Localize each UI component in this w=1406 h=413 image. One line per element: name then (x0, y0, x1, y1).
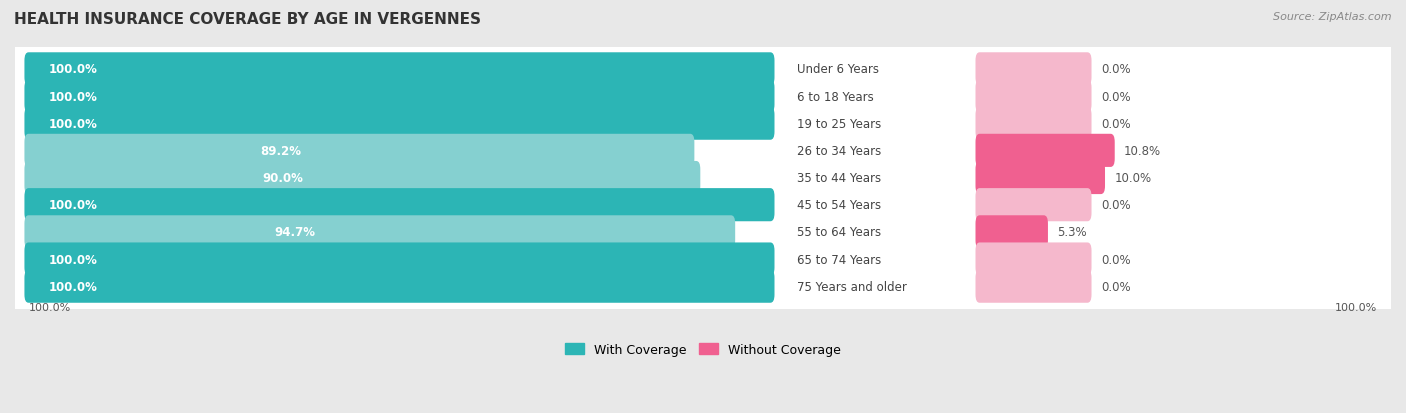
Text: 75 Years and older: 75 Years and older (797, 280, 907, 293)
Text: 0.0%: 0.0% (1101, 90, 1130, 103)
Text: 94.7%: 94.7% (274, 226, 315, 239)
FancyBboxPatch shape (11, 151, 1395, 205)
FancyBboxPatch shape (24, 216, 735, 249)
FancyBboxPatch shape (11, 69, 1395, 123)
FancyBboxPatch shape (11, 233, 1395, 286)
FancyBboxPatch shape (976, 80, 1091, 113)
Text: 55 to 64 Years: 55 to 64 Years (797, 226, 882, 239)
Text: 10.0%: 10.0% (1115, 172, 1152, 185)
FancyBboxPatch shape (11, 70, 1395, 123)
FancyBboxPatch shape (11, 123, 1395, 177)
Text: 100.0%: 100.0% (49, 90, 97, 103)
Text: 45 to 54 Years: 45 to 54 Years (797, 199, 882, 212)
FancyBboxPatch shape (24, 53, 775, 86)
Text: 89.2%: 89.2% (260, 145, 301, 157)
Text: 26 to 34 Years: 26 to 34 Years (797, 145, 882, 157)
Text: 19 to 25 Years: 19 to 25 Years (797, 117, 882, 131)
Text: 100.0%: 100.0% (49, 117, 97, 131)
FancyBboxPatch shape (24, 80, 775, 113)
Text: 100.0%: 100.0% (1336, 303, 1378, 313)
FancyBboxPatch shape (11, 42, 1395, 96)
FancyBboxPatch shape (976, 216, 1047, 249)
FancyBboxPatch shape (24, 135, 695, 168)
FancyBboxPatch shape (24, 270, 775, 303)
Text: 0.0%: 0.0% (1101, 117, 1130, 131)
FancyBboxPatch shape (11, 43, 1395, 97)
FancyBboxPatch shape (976, 243, 1091, 276)
FancyBboxPatch shape (24, 107, 775, 140)
FancyBboxPatch shape (11, 178, 1395, 231)
FancyBboxPatch shape (976, 189, 1091, 222)
FancyBboxPatch shape (24, 243, 775, 276)
FancyBboxPatch shape (11, 151, 1395, 204)
Text: HEALTH INSURANCE COVERAGE BY AGE IN VERGENNES: HEALTH INSURANCE COVERAGE BY AGE IN VERG… (14, 12, 481, 27)
FancyBboxPatch shape (976, 270, 1091, 303)
Legend: With Coverage, Without Coverage: With Coverage, Without Coverage (561, 338, 845, 361)
FancyBboxPatch shape (11, 259, 1395, 313)
FancyBboxPatch shape (11, 178, 1395, 232)
Text: 100.0%: 100.0% (49, 253, 97, 266)
Text: 35 to 44 Years: 35 to 44 Years (797, 172, 882, 185)
Text: 90.0%: 90.0% (262, 172, 304, 185)
Text: 0.0%: 0.0% (1101, 199, 1130, 212)
Text: Source: ZipAtlas.com: Source: ZipAtlas.com (1274, 12, 1392, 22)
FancyBboxPatch shape (11, 205, 1395, 259)
Text: 100.0%: 100.0% (28, 303, 70, 313)
Text: 100.0%: 100.0% (49, 63, 97, 76)
Text: 100.0%: 100.0% (49, 199, 97, 212)
Text: Under 6 Years: Under 6 Years (797, 63, 879, 76)
Text: 6 to 18 Years: 6 to 18 Years (797, 90, 875, 103)
Text: 0.0%: 0.0% (1101, 253, 1130, 266)
FancyBboxPatch shape (11, 97, 1395, 151)
Text: 100.0%: 100.0% (49, 280, 97, 293)
FancyBboxPatch shape (11, 97, 1395, 150)
Text: 5.3%: 5.3% (1057, 226, 1087, 239)
Text: 0.0%: 0.0% (1101, 63, 1130, 76)
FancyBboxPatch shape (11, 260, 1395, 313)
FancyBboxPatch shape (976, 135, 1115, 168)
FancyBboxPatch shape (24, 189, 775, 222)
FancyBboxPatch shape (976, 107, 1091, 140)
FancyBboxPatch shape (976, 53, 1091, 86)
FancyBboxPatch shape (976, 161, 1105, 195)
FancyBboxPatch shape (24, 161, 700, 195)
FancyBboxPatch shape (11, 232, 1395, 286)
Text: 0.0%: 0.0% (1101, 280, 1130, 293)
FancyBboxPatch shape (11, 124, 1395, 178)
FancyBboxPatch shape (11, 205, 1395, 259)
Text: 65 to 74 Years: 65 to 74 Years (797, 253, 882, 266)
Text: 10.8%: 10.8% (1125, 145, 1161, 157)
